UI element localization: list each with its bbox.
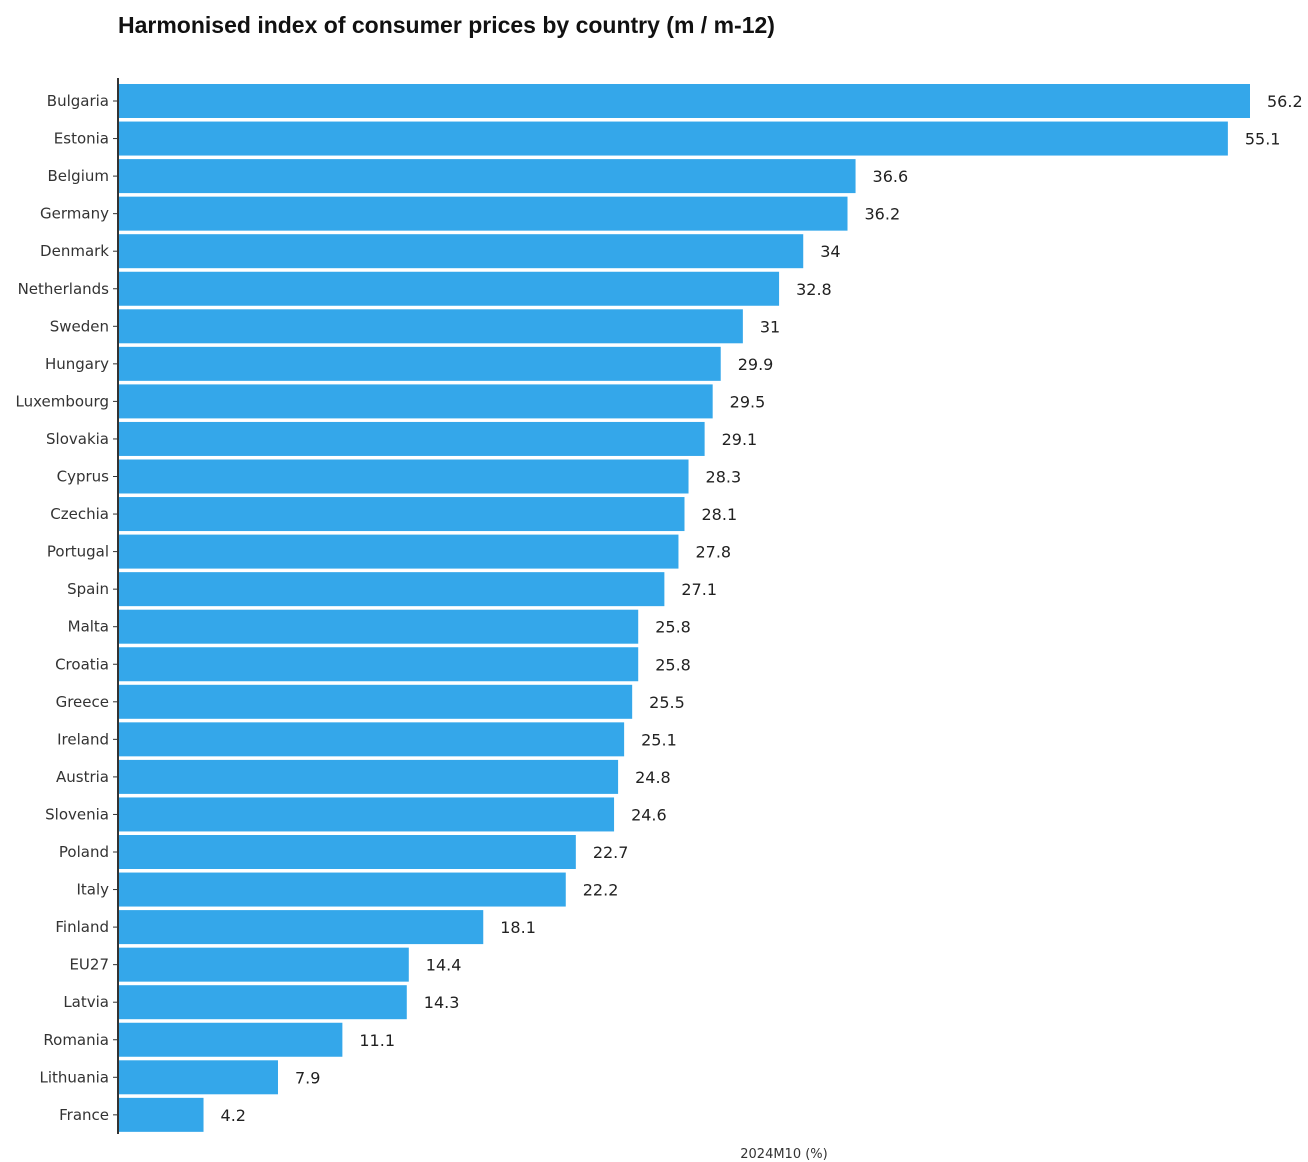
value-label-romania: 11.1 — [359, 1031, 395, 1050]
value-label-italy: 22.2 — [583, 881, 619, 900]
value-label-finland: 18.1 — [500, 918, 536, 937]
bar-portugal — [119, 534, 679, 569]
category-label-eu27: EU27 — [69, 956, 109, 974]
value-label-malta: 25.8 — [655, 618, 691, 637]
bar-eu27 — [119, 947, 409, 982]
bar-malta — [119, 609, 639, 644]
category-label-portugal: Portugal — [47, 543, 109, 561]
category-label-slovakia: Slovakia — [46, 430, 109, 448]
value-label-poland: 22.7 — [593, 843, 629, 862]
bar-finland — [119, 910, 484, 945]
value-label-bulgaria: 56.2 — [1267, 92, 1303, 111]
category-label-greece: Greece — [56, 693, 109, 711]
value-label-netherlands: 32.8 — [796, 280, 832, 299]
value-label-eu27: 14.4 — [426, 956, 462, 975]
value-label-luxembourg: 29.5 — [730, 392, 766, 411]
bar-poland — [119, 835, 576, 869]
bar-estonia — [119, 121, 1228, 156]
bar-romania — [119, 1022, 343, 1057]
category-label-denmark: Denmark — [40, 242, 109, 260]
bar-czechia — [119, 497, 685, 532]
bar-luxembourg — [119, 384, 713, 419]
category-label-germany: Germany — [40, 205, 109, 223]
category-label-belgium: Belgium — [48, 167, 110, 185]
category-label-france: France — [59, 1106, 109, 1124]
bar-slovakia — [119, 421, 705, 456]
bar-germany — [119, 196, 848, 231]
category-label-italy: Italy — [76, 881, 109, 899]
category-label-cyprus: Cyprus — [57, 468, 110, 486]
category-label-slovenia: Slovenia — [45, 805, 109, 823]
bar-austria — [119, 759, 619, 794]
value-label-portugal: 27.8 — [695, 543, 731, 562]
category-label-lithuania: Lithuania — [40, 1068, 109, 1086]
value-label-croatia: 25.8 — [655, 655, 691, 674]
value-label-spain: 27.1 — [681, 580, 717, 599]
category-label-spain: Spain — [67, 580, 109, 598]
bar-greece — [119, 684, 633, 719]
bar-sweden — [119, 309, 743, 344]
chart-title: Harmonised index of consumer prices by c… — [118, 12, 775, 38]
value-label-lithuania: 7.9 — [295, 1068, 320, 1087]
category-label-netherlands: Netherlands — [18, 280, 110, 298]
category-label-estonia: Estonia — [54, 130, 109, 148]
bar-hungary — [119, 346, 721, 381]
value-label-germany: 36.2 — [865, 205, 901, 224]
bar-spain — [119, 572, 665, 607]
bar-croatia — [119, 647, 639, 682]
value-label-france: 4.2 — [221, 1106, 246, 1125]
bar-france — [119, 1097, 204, 1132]
category-label-ireland: Ireland — [57, 730, 109, 748]
bar-belgium — [119, 159, 856, 194]
bar-netherlands — [119, 271, 780, 306]
category-label-malta: Malta — [68, 618, 109, 636]
category-label-sweden: Sweden — [50, 317, 109, 335]
category-label-poland: Poland — [59, 843, 109, 861]
category-labels: Bulgaria Estonia Belgium Germany Denmark Neth… — [16, 92, 110, 1124]
value-label-ireland: 25.1 — [641, 730, 677, 749]
category-label-romania: Romania — [43, 1031, 109, 1049]
value-label-sweden: 31 — [760, 317, 780, 336]
bar-italy — [119, 872, 566, 907]
value-label-estonia: 55.1 — [1245, 130, 1281, 149]
value-label-slovakia: 29.1 — [722, 430, 758, 449]
bar-cyprus — [119, 459, 689, 494]
category-label-finland: Finland — [55, 918, 109, 936]
value-label-czechia: 28.1 — [702, 505, 738, 524]
category-label-austria: Austria — [56, 768, 109, 786]
category-label-luxembourg: Luxembourg — [16, 392, 110, 410]
bar-slovenia — [119, 797, 615, 832]
bar-lithuania — [119, 1060, 278, 1095]
bar-ireland — [119, 722, 625, 757]
value-label-hungary: 29.9 — [738, 355, 774, 374]
bars-layer — [119, 84, 1250, 1132]
value-label-austria: 24.8 — [635, 768, 671, 787]
bar-latvia — [119, 985, 407, 1020]
value-labels: 56.2 55.1 36.6 36.2 34 32.8 31 29.9 29.5 29.1 28.3… — [221, 92, 1303, 1125]
value-label-denmark: 34 — [820, 242, 840, 261]
value-label-cyprus: 28.3 — [706, 468, 742, 487]
category-label-croatia: Croatia — [55, 655, 109, 673]
x-axis-label: 2024M10 (%) — [740, 1147, 827, 1162]
category-label-hungary: Hungary — [45, 355, 109, 373]
value-label-belgium: 36.6 — [873, 167, 909, 186]
value-label-latvia: 14.3 — [424, 993, 460, 1012]
category-label-latvia: Latvia — [63, 993, 109, 1011]
category-label-czechia: Czechia — [50, 505, 109, 523]
value-label-greece: 25.5 — [649, 693, 685, 712]
value-label-slovenia: 24.6 — [631, 805, 667, 824]
category-label-bulgaria: Bulgaria — [47, 92, 109, 110]
bar-bulgaria — [119, 84, 1250, 118]
bar-denmark — [119, 234, 804, 269]
